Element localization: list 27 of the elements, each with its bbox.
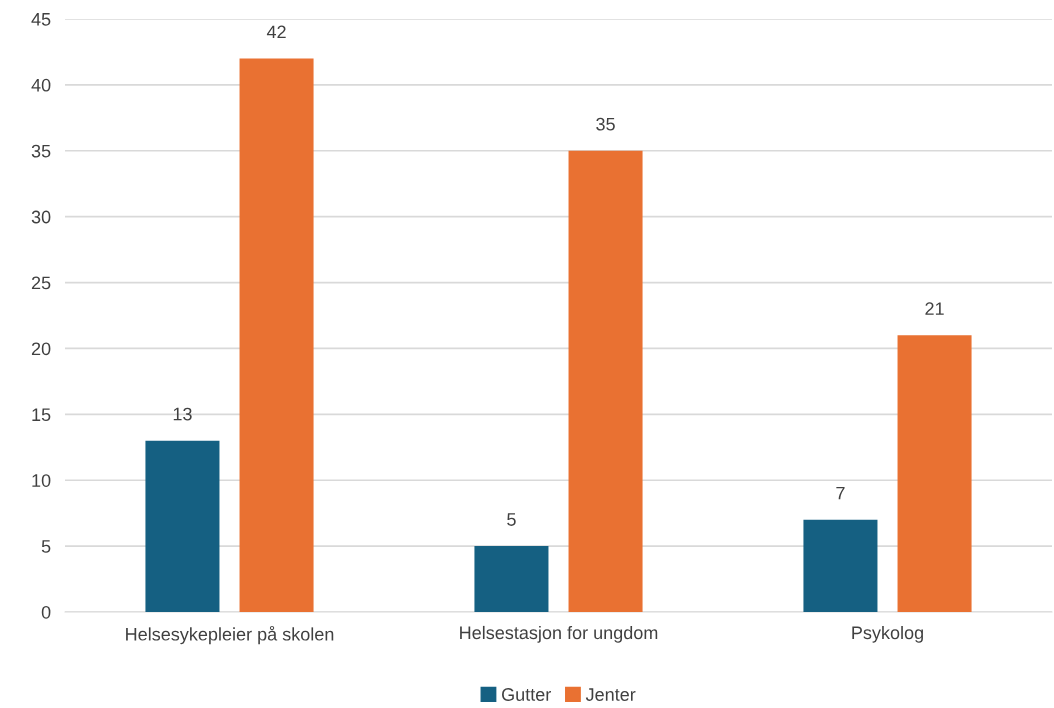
data-label: 13 <box>173 407 192 421</box>
x-tick-label: Helsestasjon for ungdom <box>460 625 658 643</box>
y-tick-label: 15 <box>32 408 51 422</box>
y-tick-label: 25 <box>31 276 51 290</box>
data-label: 35 <box>596 117 615 131</box>
data-label: 5 <box>507 513 516 526</box>
y-tick-label: 0 <box>41 605 51 619</box>
y-tick-label: 20 <box>31 342 51 356</box>
bar <box>568 150 643 612</box>
data-label: 21 <box>925 302 944 315</box>
bar <box>145 440 220 612</box>
bar <box>474 546 549 612</box>
y-tick-label: 35 <box>31 144 51 158</box>
data-label: 7 <box>836 486 845 500</box>
bar <box>239 58 314 612</box>
legend-label: Gutter <box>502 688 551 701</box>
y-tick-label: 30 <box>31 210 51 224</box>
y-tick-label: 45 <box>31 13 51 26</box>
y-tick-label: 40 <box>31 78 51 92</box>
x-tick-label: Psykolog <box>852 625 923 643</box>
x-tick-label: Helsesykepleier på skolen <box>126 625 334 645</box>
data-label: 42 <box>266 25 286 39</box>
bar <box>803 519 878 612</box>
y-tick-label: 10 <box>32 474 51 487</box>
legend-label: Jenter <box>585 688 636 701</box>
bar <box>897 335 972 612</box>
y-tick-label: 5 <box>41 540 51 553</box>
